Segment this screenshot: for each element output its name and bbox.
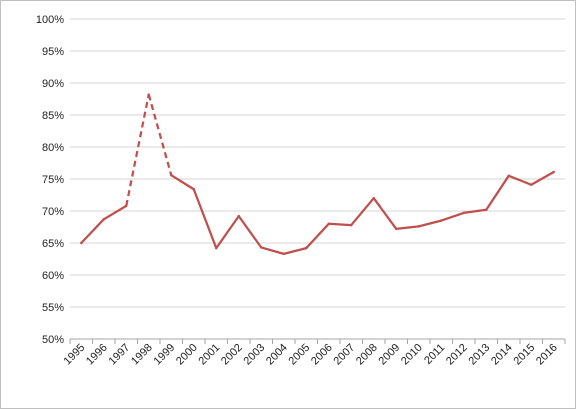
data-point	[350, 223, 353, 227]
series-segment	[80, 218, 105, 245]
series-lines	[80, 93, 555, 256]
x-tick-label: 1997	[107, 342, 133, 368]
x-tick-label: 2005	[287, 342, 313, 368]
x-tick-label: 2003	[242, 342, 268, 368]
data-point	[80, 241, 83, 245]
series-segment	[305, 222, 330, 250]
series-segment-dashed	[125, 94, 150, 207]
x-tick-label: 2007	[332, 342, 358, 368]
x-tick-label: 2011	[422, 342, 447, 367]
data-point	[282, 252, 285, 256]
y-tick-label: 85%	[42, 110, 64, 122]
data-point	[192, 188, 195, 191]
y-tick-label: 70%	[42, 206, 64, 218]
series-segment	[372, 197, 398, 231]
series-segment	[102, 204, 128, 221]
x-tick-label: 2013	[467, 342, 493, 368]
data-point	[237, 214, 240, 218]
data-point	[305, 246, 308, 250]
y-tick-label: 65%	[42, 238, 64, 250]
series-segment	[170, 174, 195, 191]
series-segment	[282, 246, 308, 256]
x-tick-label: 2009	[377, 342, 403, 368]
series-segment	[507, 174, 533, 186]
series-segment	[530, 170, 555, 186]
x-tick-label: 1995	[62, 342, 88, 368]
y-tick-label: 55%	[42, 302, 64, 314]
x-tick-label: 1998	[129, 342, 155, 368]
series-segment	[417, 219, 443, 228]
data-point	[530, 183, 533, 186]
x-tick-label: 1999	[152, 342, 178, 368]
data-point	[170, 173, 173, 177]
x-axis-ticks: 1995199619971998199920002001200220032004…	[62, 342, 560, 368]
x-tick-label: 2014	[489, 342, 515, 368]
series-segment	[192, 188, 218, 250]
data-point	[125, 204, 128, 208]
x-tick-label: 2006	[309, 342, 335, 368]
y-tick-label: 95%	[42, 46, 64, 58]
data-point	[147, 93, 150, 96]
series-segment	[260, 246, 285, 256]
data-point	[440, 219, 443, 222]
data-point	[552, 170, 555, 174]
x-tick-label: 2015	[512, 342, 538, 368]
data-point	[102, 218, 105, 221]
x-tick-label: 2004	[264, 342, 290, 368]
data-point	[485, 208, 488, 211]
x-tick-label: 2016	[534, 342, 560, 368]
data-point	[417, 225, 420, 228]
data-point	[372, 197, 375, 200]
x-tick-label: 2008	[354, 342, 380, 368]
data-point	[395, 227, 398, 231]
series-segment-dashed	[147, 94, 173, 176]
y-axis-ticks: 50% 55% 60% 65% 70% 75% 80% 85% 90% 95% 100%	[36, 14, 64, 346]
y-tick-label: 50%	[42, 334, 64, 346]
data-point	[215, 246, 218, 250]
y-tick-label: 60%	[42, 270, 64, 282]
data-point	[260, 246, 263, 249]
series-segment	[485, 174, 510, 211]
x-tick-label: 2012	[444, 342, 470, 368]
x-tick-label: 2010	[399, 342, 425, 368]
series-segment	[462, 208, 488, 215]
series-segment	[395, 225, 420, 231]
data-point	[327, 222, 330, 225]
x-axis	[69, 338, 566, 344]
y-tick-label: 80%	[42, 142, 64, 154]
data-point	[462, 211, 465, 215]
series-segment	[350, 197, 375, 227]
series-segment	[440, 211, 465, 222]
gridlines	[70, 18, 565, 308]
y-tick-label: 90%	[42, 78, 64, 90]
data-point	[507, 174, 510, 177]
x-tick-label: 1996	[84, 342, 110, 368]
x-tick-label: 2001	[197, 342, 223, 368]
series-segment	[215, 214, 240, 250]
series-segment	[237, 214, 263, 249]
y-tick-label: 100%	[36, 14, 64, 26]
x-tick-label: 2000	[174, 342, 200, 368]
series-segment	[327, 222, 353, 227]
x-tick-label: 2002	[219, 342, 245, 368]
y-tick-label: 75%	[42, 174, 64, 186]
